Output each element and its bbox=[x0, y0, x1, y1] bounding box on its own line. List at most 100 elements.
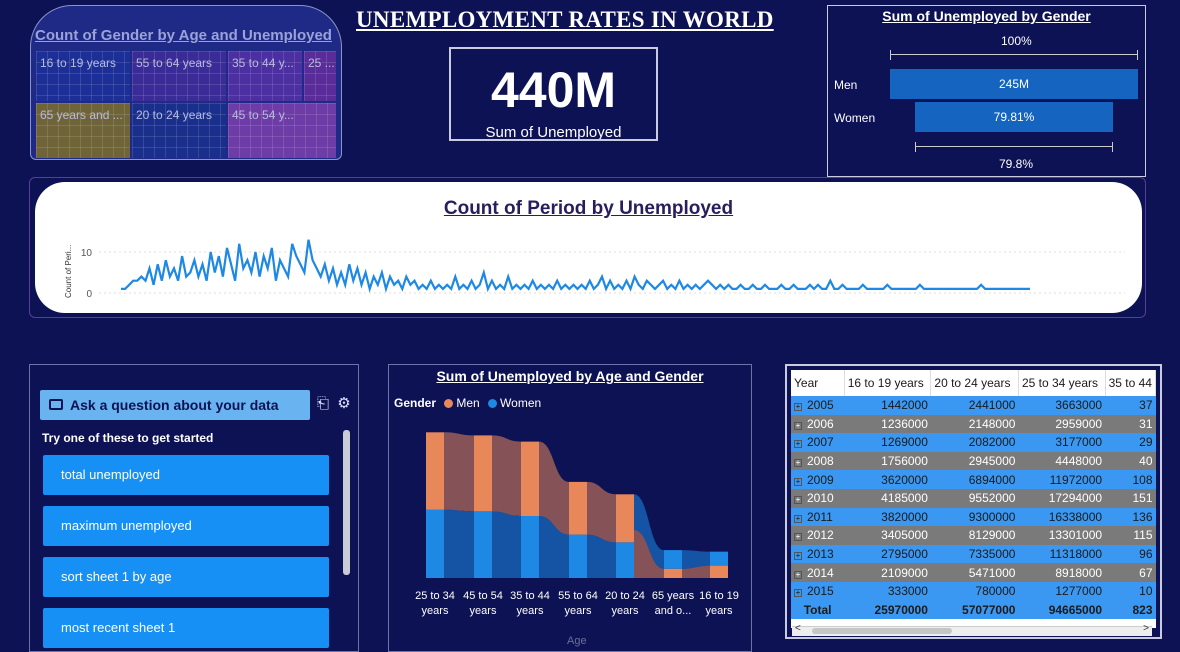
suggestion-button[interactable]: sort sheet 1 by age bbox=[43, 557, 329, 597]
table-row[interactable]: +2009 3620000 6894000 11972000 108 bbox=[791, 470, 1156, 489]
table-row[interactable]: +2010 4185000 9552000 17294000 151 bbox=[791, 488, 1156, 508]
suggestion-button[interactable]: total unemployed bbox=[43, 455, 329, 495]
ribbon-band-women bbox=[539, 516, 569, 578]
table-row[interactable]: +2008 1756000 2945000 4448000 40 bbox=[791, 451, 1156, 471]
year-cell: +2005 bbox=[791, 396, 845, 415]
period-line-chart[interactable]: Count of Peri... 10 0 bbox=[35, 182, 1142, 313]
ribbon-bar-men[interactable] bbox=[616, 494, 634, 543]
treemap-tile[interactable]: 45 to 54 y... bbox=[228, 103, 336, 158]
period-ytick-10: 10 bbox=[81, 248, 93, 259]
expand-icon[interactable]: + bbox=[794, 402, 802, 412]
ribbon-bar-women[interactable] bbox=[426, 509, 444, 578]
ribbon-chart[interactable] bbox=[389, 365, 753, 652]
ribbon-bar-women[interactable] bbox=[616, 542, 634, 578]
expand-icon[interactable]: + bbox=[794, 495, 802, 505]
table-row[interactable]: +2005 1442000 2441000 3663000 37 bbox=[791, 396, 1156, 415]
year-cell: +2006 bbox=[791, 414, 845, 434]
ribbon-bar-men[interactable] bbox=[521, 441, 539, 516]
column-header[interactable]: 16 to 19 years bbox=[844, 370, 932, 396]
year-cell: +2013 bbox=[791, 544, 845, 564]
total-cell: 823 bbox=[1105, 600, 1156, 620]
ribbon-bar-women[interactable] bbox=[664, 550, 682, 569]
scroll-right-icon[interactable]: > bbox=[1143, 623, 1149, 634]
table-row[interactable]: +2013 2795000 7335000 11318000 96 bbox=[791, 544, 1156, 564]
suggestion-button[interactable]: maximum unemployed bbox=[43, 506, 329, 546]
treemap-tile[interactable]: 16 to 19 years bbox=[36, 51, 130, 101]
share-icon[interactable]: ⎗ bbox=[317, 395, 330, 412]
table-row[interactable]: +2006 1236000 2148000 2959000 31 bbox=[791, 414, 1156, 434]
expand-icon[interactable]: + bbox=[794, 458, 802, 468]
legend-item-women[interactable]: Women bbox=[500, 396, 542, 410]
table-cell: 29 bbox=[1105, 433, 1156, 452]
expand-icon[interactable]: + bbox=[794, 551, 802, 561]
expand-icon[interactable]: + bbox=[794, 532, 802, 542]
table-cell: 2945000 bbox=[930, 451, 1019, 471]
expand-icon[interactable]: + bbox=[794, 420, 802, 430]
qa-toolbar: ⎗ ⚙ bbox=[317, 394, 351, 412]
column-header[interactable]: 20 to 24 years bbox=[930, 370, 1019, 396]
gender-funnel-title: Sum of Unemployed by Gender bbox=[882, 8, 1091, 24]
ribbon-bar-men[interactable] bbox=[569, 481, 587, 535]
year-label: 2009 bbox=[807, 472, 834, 487]
scroll-left-icon[interactable]: < bbox=[795, 623, 801, 634]
table-cell: 2959000 bbox=[1018, 414, 1106, 434]
kpi-label: Sum of Unemployed bbox=[485, 124, 622, 141]
table-row[interactable]: +2014 2109000 5471000 8918000 67 bbox=[791, 563, 1156, 582]
year-cell: +2009 bbox=[791, 470, 845, 489]
suggestion-button[interactable]: most recent sheet 1 bbox=[43, 608, 329, 648]
gear-icon[interactable]: ⚙ bbox=[337, 395, 351, 412]
column-header[interactable]: Year bbox=[791, 370, 845, 396]
treemap-tile[interactable]: 25 ... bbox=[304, 51, 336, 101]
ribbon-category-label: 35 to 44 years bbox=[510, 590, 550, 617]
qa-hint: Try one of these to get started bbox=[42, 431, 214, 445]
column-header[interactable]: 25 to 34 years bbox=[1018, 370, 1106, 396]
table-cell: 1442000 bbox=[844, 396, 931, 415]
matrix-table: Year 16 to 19 years 20 to 24 years 25 to 34… bbox=[791, 370, 1156, 620]
table-cell: 5471000 bbox=[930, 563, 1019, 582]
table-row[interactable]: +2007 1269000 2082000 3177000 29 bbox=[791, 433, 1156, 452]
year-cell: +2014 bbox=[791, 563, 845, 582]
treemap-tile[interactable]: 55 to 64 years bbox=[132, 51, 226, 101]
scroll-thumb[interactable] bbox=[812, 628, 952, 634]
year-cell: +2012 bbox=[791, 526, 845, 545]
ribbon-bar-men[interactable] bbox=[710, 565, 728, 578]
table-cell: 11318000 bbox=[1018, 544, 1106, 564]
ribbon-bar-men[interactable] bbox=[426, 432, 444, 510]
legend-item-men[interactable]: Men bbox=[456, 396, 480, 410]
ribbon-bar-men[interactable] bbox=[664, 568, 682, 578]
table-cell: 2082000 bbox=[930, 433, 1019, 452]
expand-icon[interactable]: + bbox=[794, 569, 802, 579]
ask-question-input[interactable]: Ask a question about your data bbox=[40, 390, 310, 420]
ribbon-bar-women[interactable] bbox=[569, 534, 587, 578]
ribbon-bar-men[interactable] bbox=[474, 435, 492, 512]
table-row[interactable]: +2012 3405000 8129000 13301000 115 bbox=[791, 526, 1156, 545]
year-label: 2010 bbox=[807, 491, 834, 506]
expand-icon[interactable]: + bbox=[794, 588, 802, 598]
table-cell: 17294000 bbox=[1018, 488, 1106, 508]
legend-dot-men bbox=[444, 399, 454, 408]
treemap-tile[interactable]: 65 years and ... bbox=[36, 103, 130, 158]
table-row[interactable]: +2015 333000 780000 1277000 10 bbox=[791, 581, 1156, 601]
period-chart-title: Count of Period by Unemployed bbox=[443, 198, 734, 219]
year-cell: +2011 bbox=[791, 507, 845, 527]
expand-icon[interactable]: + bbox=[794, 513, 802, 523]
treemap-tile[interactable]: 20 to 24 years bbox=[132, 103, 226, 158]
funnel-bar-men[interactable]: 245M bbox=[890, 69, 1138, 99]
funnel-bar-women[interactable]: 79.81% bbox=[915, 102, 1113, 132]
treemap-tile[interactable]: 35 to 44 y... bbox=[228, 51, 302, 101]
expand-icon[interactable]: + bbox=[794, 476, 802, 486]
expand-icon[interactable]: + bbox=[794, 439, 802, 449]
ribbon-bar-women[interactable] bbox=[710, 551, 728, 566]
column-header[interactable]: 35 to 44 bbox=[1105, 370, 1156, 396]
table-row[interactable]: +2011 3820000 9300000 16338000 136 bbox=[791, 507, 1156, 527]
table-cell: 1277000 bbox=[1018, 581, 1106, 601]
table-horizontal-scrollbar[interactable]: < > bbox=[792, 623, 1152, 636]
table-cell: 8129000 bbox=[930, 526, 1019, 545]
qa-scrollbar[interactable] bbox=[343, 430, 350, 575]
ribbon-bar-women[interactable] bbox=[474, 511, 492, 578]
table-total-row: Total 25970000 57077000 94665000 823 bbox=[791, 600, 1156, 620]
ribbon-bar-women[interactable] bbox=[521, 516, 539, 578]
ribbon-band-men bbox=[682, 565, 710, 578]
ribbon-chart-title: Sum of Unemployed by Age and Gender bbox=[436, 368, 704, 384]
table-cell: 13301000 bbox=[1018, 526, 1106, 545]
